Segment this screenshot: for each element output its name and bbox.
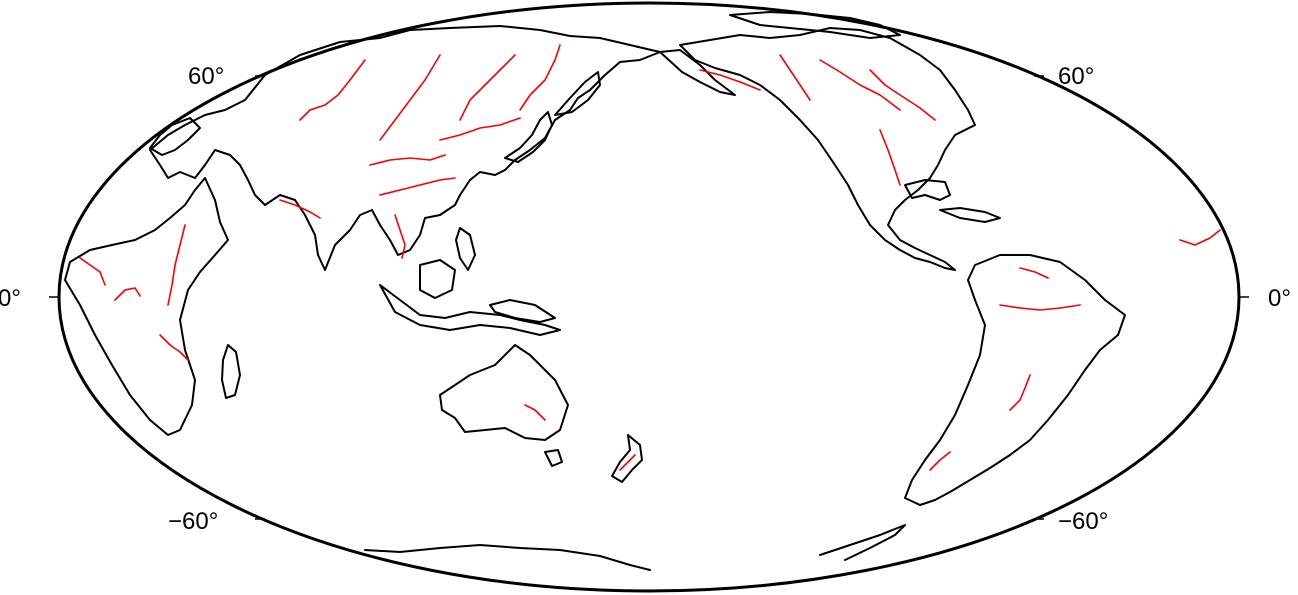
coastline-madagascar [221,344,241,399]
river-canada-1 [819,59,901,111]
label-left-equator: 0° [0,285,21,312]
label-left-60s: −60° [168,508,218,535]
coastline-antarctica-peninsula [819,524,906,561]
map-frame [57,1,1241,593]
label-left-60n: 60° [188,63,224,90]
coastline-antarctica-west [364,544,651,571]
coastline-south-america [904,254,1126,506]
river-orinoco [1019,267,1049,279]
river-mississippi [879,129,901,186]
river-yukon [699,69,761,91]
river-siberia-3 [459,54,516,121]
coastline-eurasia [149,25,661,271]
river-mackenzie [779,54,811,101]
coastline-new-guinea [489,299,556,323]
latitude-labels: 60° 60° 0° 0° −60° −60° [0,63,1291,535]
river-congo [114,287,141,301]
river-amur [439,117,521,141]
label-right-equator: 0° [1268,285,1291,312]
label-right-60s: −60° [1058,508,1108,535]
river-niger [79,257,106,286]
coastline-alaska [659,49,736,96]
coastlines [64,11,1126,571]
coastline-indonesia [379,284,561,336]
river-guiana [1179,229,1221,246]
coastline-africa [64,177,229,436]
coastline-borneo [419,259,456,299]
river-new-zealand [619,454,636,471]
river-huanghe [369,154,446,166]
coastline-australia [439,344,569,441]
river-amazon [999,304,1081,311]
river-australia [524,404,546,421]
river-canada-2 [869,69,936,121]
coastline-arctic-islands [729,11,901,39]
latitude-ticks [49,75,1249,520]
river-mekong [394,214,406,259]
label-right-60n: 60° [1058,63,1094,90]
river-siberia-2 [379,54,441,141]
river-parana [1009,374,1031,411]
river-nile [167,224,186,306]
coastline-tasmania [544,449,563,467]
river-patagonia [929,451,951,471]
river-siberia-4 [519,44,561,111]
coastline-scandinavia [149,117,201,156]
rivers [79,44,1221,471]
coastline-florida [904,179,951,201]
coastline-north-america [679,27,976,271]
coastline-kamchatka [554,71,601,116]
coastline-japan [504,111,553,163]
river-yangtze [379,177,456,196]
coastline-philippines [455,227,476,271]
coastline-caribbean [939,207,1001,223]
river-ganges [279,199,321,219]
coastline-new-zealand [611,434,643,483]
river-siberia-1 [299,59,366,121]
river-zambezi [159,334,189,361]
